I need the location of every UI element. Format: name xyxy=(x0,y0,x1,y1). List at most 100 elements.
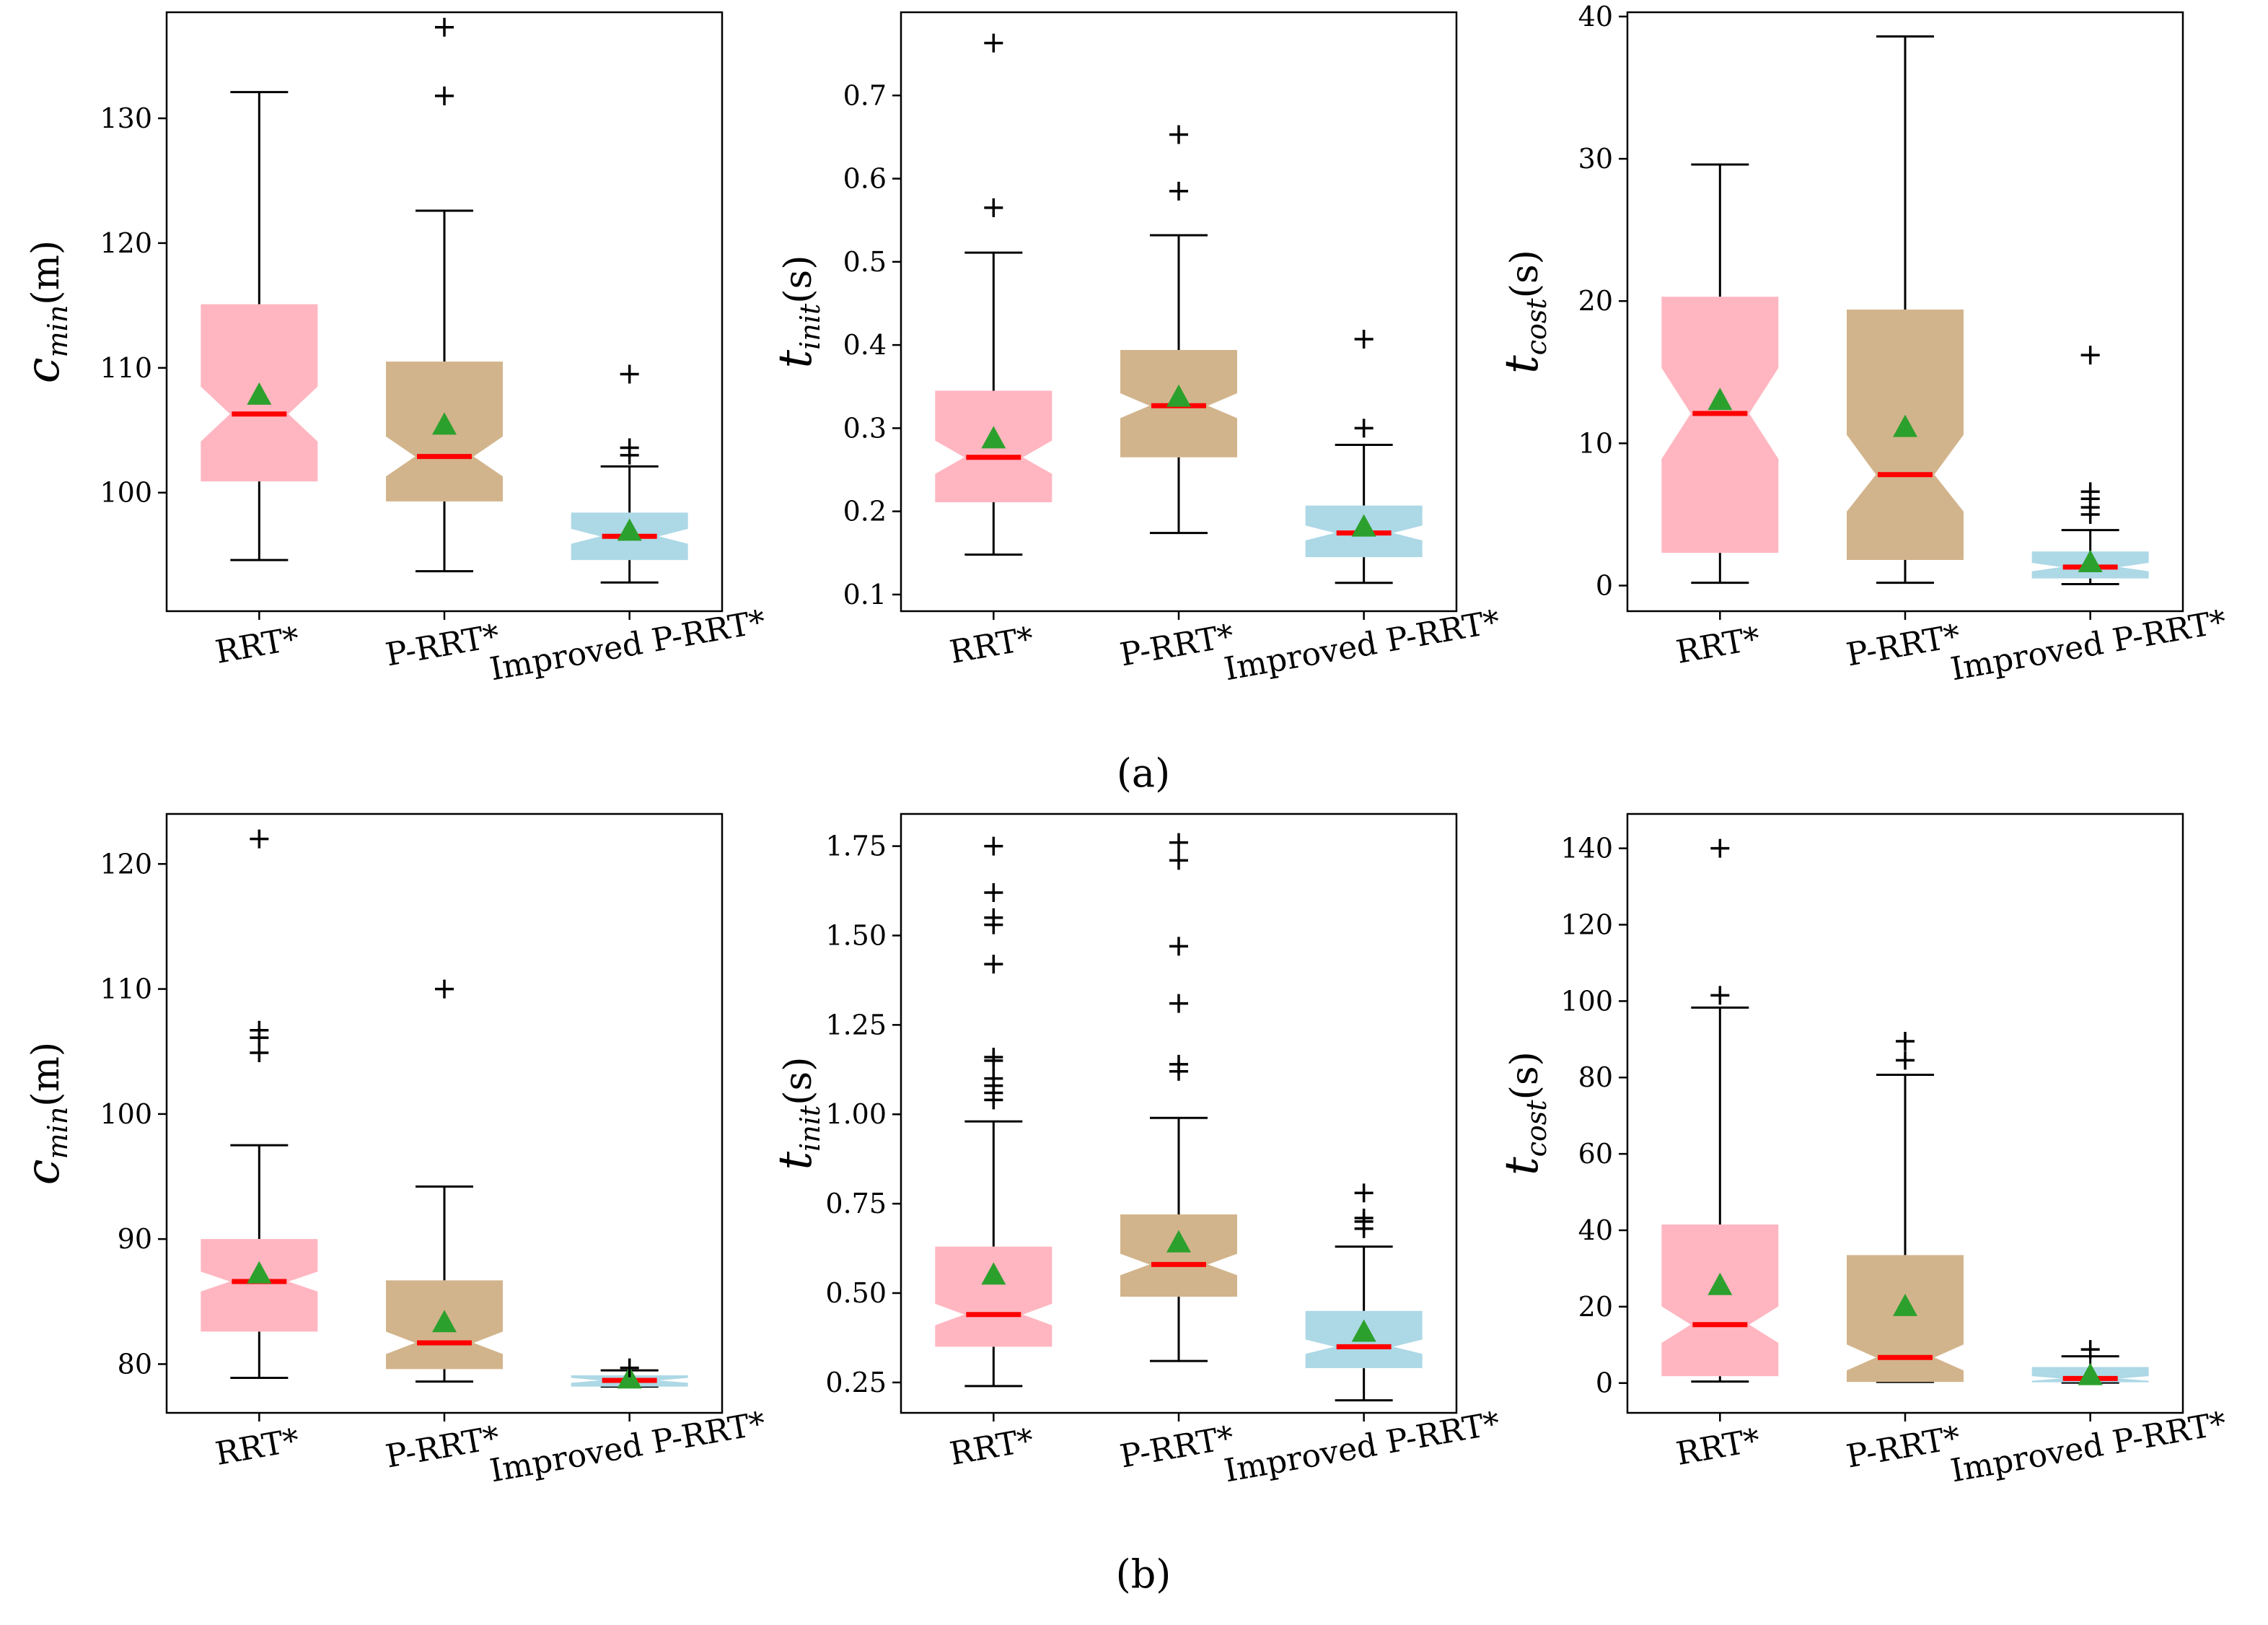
box-a-tcost-rrt xyxy=(1661,297,1779,553)
x-tick-label-a-tinit-rrt: RRT* xyxy=(947,620,1037,671)
y-axis-label-unit: (m) xyxy=(25,240,68,305)
x-tick-label-b-cmin-rrt: RRT* xyxy=(213,1422,302,1473)
y-tick-label-b-cmin-2: 100 xyxy=(100,1098,152,1130)
y-tick-label-a-tinit-5: 0.6 xyxy=(843,163,887,195)
y-tick-label-b-tinit-6: 1.75 xyxy=(825,831,887,862)
y-axis-label-base: t xyxy=(1495,1157,1549,1175)
outlier-a-tcost-improved-3 xyxy=(2080,482,2100,501)
chart-a-tcost: 0 10 20 30 40 tcost(s) RRT* P-RRT*Improved P-RR… xyxy=(1495,1,2229,688)
outlier-a-tcost-improved-4 xyxy=(2080,346,2100,365)
y-tick-label-b-cmin-1: 90 xyxy=(118,1223,152,1255)
y-axis-label-base: c xyxy=(17,357,70,383)
panel-label-a: (a) xyxy=(1117,750,1170,796)
outlier-b-tinit-prrt-5 xyxy=(1169,833,1188,852)
mean-marker-b-tinit-rrt xyxy=(981,1262,1006,1285)
x-tick-label-b-tcost-rrt: RRT* xyxy=(1674,1422,1763,1473)
y-axis-label-unit: (s) xyxy=(1503,250,1547,298)
y-tick-label-a-tinit-4: 0.5 xyxy=(843,246,887,278)
x-tick-label-a-tcost-improved: Improved P-RRT* xyxy=(1948,603,2229,688)
outlier-a-cmin-prrt-0 xyxy=(435,86,454,105)
y-axis-label-a-tinit: tinit(s) xyxy=(769,255,826,368)
y-axis-label-subscript: init xyxy=(794,1105,826,1152)
mean-marker-a-cmin-improved xyxy=(617,518,642,541)
mean-marker-a-tinit-rrt xyxy=(981,426,1006,449)
x-tick-label-b-tinit-rrt: RRT* xyxy=(947,1422,1037,1473)
x-tick-label-a-tinit-improved: Improved P-RRT* xyxy=(1221,603,1503,688)
outlier-b-tinit-improved-3 xyxy=(1354,1183,1373,1203)
chart-b-tcost: 0 20 40 60 80 100 120 140 tcost(s) RRT* P-RRT*Impr… xyxy=(1495,812,2229,1489)
outlier-b-tinit-prrt-2 xyxy=(1169,994,1188,1013)
y-axis-label-b-tcost: tcost(s) xyxy=(1495,1051,1552,1175)
panel-label-b: (b) xyxy=(1116,1551,1172,1597)
y-axis-label-subscript: min xyxy=(42,305,74,358)
mean-marker-a-tcost-improved xyxy=(2078,549,2103,572)
y-axis-label-b-cmin: cmin(m) xyxy=(17,1042,74,1185)
x-tick-label-b-cmin-improved: Improved P-RRT* xyxy=(487,1405,768,1489)
outlier-b-tinit-rrt-5 xyxy=(984,1047,1003,1066)
y-axis-label-subscript: cost xyxy=(1521,298,1552,356)
chart-a-cmin: 100 110 120 130 cmin(m) RRT* P-RRT*Improved P-… xyxy=(17,11,768,688)
mean-marker-a-cmin-prrt xyxy=(432,412,457,435)
y-tick-label-a-tcost-1: 10 xyxy=(1578,427,1613,459)
x-tick-label-b-cmin-prrt: P-RRT* xyxy=(383,1419,502,1476)
mean-marker-b-tcost-improved xyxy=(2078,1362,2103,1385)
y-tick-label-a-cmin-0: 100 xyxy=(100,477,152,509)
y-tick-label-a-tinit-1: 0.2 xyxy=(843,496,887,527)
outlier-b-cmin-improved-0 xyxy=(620,1358,639,1377)
x-tick-label-b-tcost-improved: Improved P-RRT* xyxy=(1948,1405,2229,1489)
mean-marker-a-tinit-prrt xyxy=(1166,384,1191,407)
mean-marker-b-cmin-rrt xyxy=(247,1261,272,1284)
y-tick-label-b-tinit-1: 0.50 xyxy=(825,1277,887,1309)
outlier-b-tinit-rrt-6 xyxy=(984,955,1003,974)
mean-marker-a-cmin-rrt xyxy=(247,382,272,405)
y-tick-label-b-cmin-0: 80 xyxy=(118,1348,152,1380)
outlier-b-tinit-rrt-8 xyxy=(984,908,1003,927)
y-tick-label-a-tcost-3: 30 xyxy=(1578,143,1613,175)
outlier-b-tinit-rrt-10 xyxy=(984,836,1003,856)
mean-marker-b-tcost-rrt xyxy=(1707,1272,1733,1295)
y-axis-label-unit: (s) xyxy=(777,1056,820,1105)
y-axis-label-subscript: cost xyxy=(1521,1100,1552,1157)
y-axis-label-unit: (s) xyxy=(777,255,820,303)
mean-marker-a-tcost-prrt xyxy=(1893,414,1917,437)
box-b-tinit-rrt xyxy=(935,1246,1052,1347)
x-tick-label-a-cmin-prrt: P-RRT* xyxy=(383,618,502,674)
y-tick-label-b-tcost-2: 40 xyxy=(1578,1214,1613,1246)
outlier-b-tinit-improved-2 xyxy=(1354,1208,1373,1227)
outlier-b-tinit-prrt-4 xyxy=(1169,851,1188,870)
y-tick-label-b-cmin-4: 120 xyxy=(100,848,152,880)
y-tick-label-b-tinit-5: 1.50 xyxy=(825,919,887,951)
outlier-b-tinit-prrt-1 xyxy=(1169,1054,1188,1074)
y-tick-label-b-tcost-5: 100 xyxy=(1560,985,1613,1017)
y-tick-label-b-tcost-4: 80 xyxy=(1578,1061,1613,1093)
x-tick-label-a-tinit-prrt: P-RRT* xyxy=(1117,618,1236,674)
mean-marker-b-cmin-prrt xyxy=(432,1310,457,1333)
y-axis-label-unit: (s) xyxy=(1503,1051,1547,1100)
outlier-a-cmin-improved-2 xyxy=(620,364,639,384)
x-tick-label-a-tcost-rrt: RRT* xyxy=(1674,620,1763,671)
outlier-b-tcost-rrt-0 xyxy=(1710,986,1730,1005)
y-axis-label-subscript: min xyxy=(42,1107,74,1160)
mean-marker-b-tcost-prrt xyxy=(1893,1293,1917,1316)
x-tick-label-b-tinit-improved: Improved P-RRT* xyxy=(1221,1405,1503,1489)
outlier-a-cmin-prrt-1 xyxy=(435,17,454,37)
y-tick-label-b-tcost-0: 0 xyxy=(1596,1367,1613,1399)
y-tick-label-b-tcost-3: 60 xyxy=(1578,1138,1613,1170)
outlier-a-tinit-prrt-1 xyxy=(1169,125,1188,144)
y-tick-label-a-tinit-0: 0.1 xyxy=(843,579,887,610)
y-tick-label-b-cmin-3: 110 xyxy=(100,973,152,1005)
x-tick-label-a-cmin-improved: Improved P-RRT* xyxy=(487,603,768,688)
outlier-b-tinit-rrt-9 xyxy=(984,883,1003,903)
y-axis-label-a-cmin: cmin(m) xyxy=(17,240,74,383)
outlier-a-tinit-rrt-0 xyxy=(984,198,1003,217)
outlier-a-cmin-improved-1 xyxy=(620,438,639,457)
y-tick-label-b-tinit-3: 1.00 xyxy=(825,1098,887,1130)
y-tick-label-a-tcost-2: 20 xyxy=(1578,285,1613,317)
outlier-b-tinit-prrt-3 xyxy=(1169,937,1188,956)
box-b-tinit-prrt xyxy=(1120,1214,1237,1297)
y-axis-label-base: t xyxy=(769,1152,822,1170)
y-axis-label-subscript: init xyxy=(794,303,826,350)
outlier-b-tcost-prrt-0 xyxy=(1896,1051,1915,1070)
outlier-b-cmin-rrt-3 xyxy=(250,829,269,849)
